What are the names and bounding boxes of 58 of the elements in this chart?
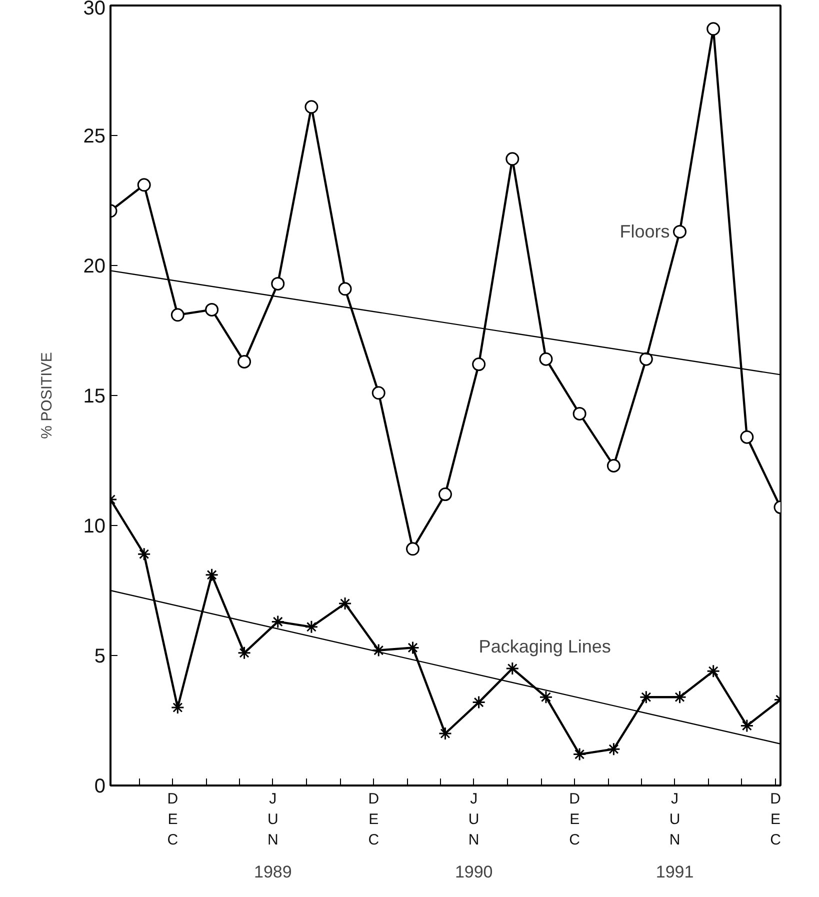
point [271, 614, 285, 628]
x-tick-label: DEC [368, 790, 380, 848]
point [740, 718, 754, 732]
point [238, 646, 252, 660]
point [539, 352, 553, 366]
point [271, 276, 285, 290]
point [572, 406, 586, 420]
point [472, 696, 486, 710]
point [606, 742, 620, 756]
point [238, 354, 252, 368]
point [438, 726, 452, 740]
y-tick-label: 20 [83, 256, 106, 278]
point [170, 700, 184, 714]
series-label: Floors [620, 222, 670, 242]
point [506, 152, 520, 166]
point [740, 430, 754, 444]
point [137, 178, 151, 192]
point [372, 644, 386, 658]
point [472, 358, 486, 372]
y-tick-label: 0 [94, 776, 106, 798]
series-label: Packaging Lines [478, 636, 611, 656]
x2-tick-label: 1989 [254, 862, 292, 882]
point [639, 690, 653, 704]
point [673, 224, 686, 238]
point [205, 568, 219, 582]
point [706, 22, 720, 36]
point [673, 690, 686, 704]
x-tick-label: JUN [669, 790, 680, 848]
point [539, 690, 553, 704]
point [372, 386, 386, 400]
y-tick-label: 30 [83, 0, 106, 20]
x-tick-label: DEC [167, 790, 178, 848]
point [304, 100, 318, 114]
x-tick-label: JUN [267, 790, 278, 848]
point [606, 458, 620, 472]
point [304, 620, 318, 634]
x2-tick-label: 1991 [656, 862, 694, 882]
x2-tick-label: 1990 [454, 862, 493, 882]
y-axis-title: % POSITIVE [38, 352, 56, 439]
x-tick-label: DEC [569, 790, 580, 848]
point [506, 662, 520, 676]
point [406, 640, 420, 654]
point [338, 282, 352, 296]
point [338, 596, 352, 610]
point [137, 547, 151, 561]
x-tick-label: DEC [770, 790, 782, 848]
point [438, 488, 452, 502]
point [406, 542, 420, 556]
y-tick-label: 15 [83, 386, 106, 408]
y-tick-label: 5 [94, 646, 106, 668]
y-tick-label: 10 [83, 516, 106, 538]
y-tick-label: 25 [83, 126, 106, 148]
point [205, 302, 219, 316]
x-tick-label: JUN [468, 790, 480, 848]
point [170, 308, 184, 322]
point [639, 352, 653, 366]
point [572, 748, 586, 762]
point [706, 664, 720, 678]
